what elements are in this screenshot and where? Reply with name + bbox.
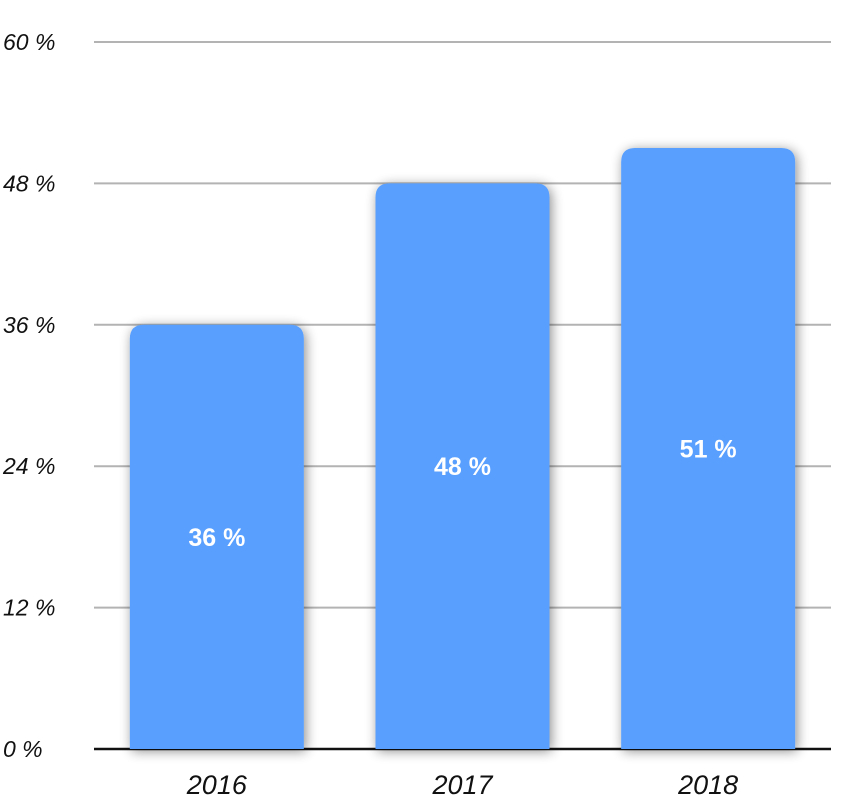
bar-value-label-2018: 51 % xyxy=(680,436,737,464)
y-tick-label: 60 % xyxy=(3,29,55,55)
bar-value-label-2016: 36 % xyxy=(188,524,245,552)
y-tick-label: 24 % xyxy=(2,453,55,479)
x-tick-label-2016: 2016 xyxy=(186,770,248,800)
x-tick-label-2017: 2017 xyxy=(431,770,493,800)
bar-value-labels: 36 % 48 % 51 % xyxy=(188,436,736,552)
y-tick-label: 36 % xyxy=(3,312,55,338)
y-tick-label: 12 % xyxy=(3,595,55,621)
y-tick-label: 0 % xyxy=(3,736,43,762)
bar-value-label-2017: 48 % xyxy=(434,453,491,481)
x-tick-label-2018: 2018 xyxy=(677,770,738,800)
y-tick-label: 48 % xyxy=(3,170,55,196)
bar-2017 xyxy=(375,183,550,749)
bars xyxy=(129,148,796,750)
bar-2018 xyxy=(621,148,796,750)
bar-2016 xyxy=(129,324,304,749)
y-axis-ticks: 0 % 12 % 24 % 36 % 48 % 60 % xyxy=(2,29,55,762)
x-axis-ticks: 2016 2017 2018 xyxy=(186,770,738,800)
